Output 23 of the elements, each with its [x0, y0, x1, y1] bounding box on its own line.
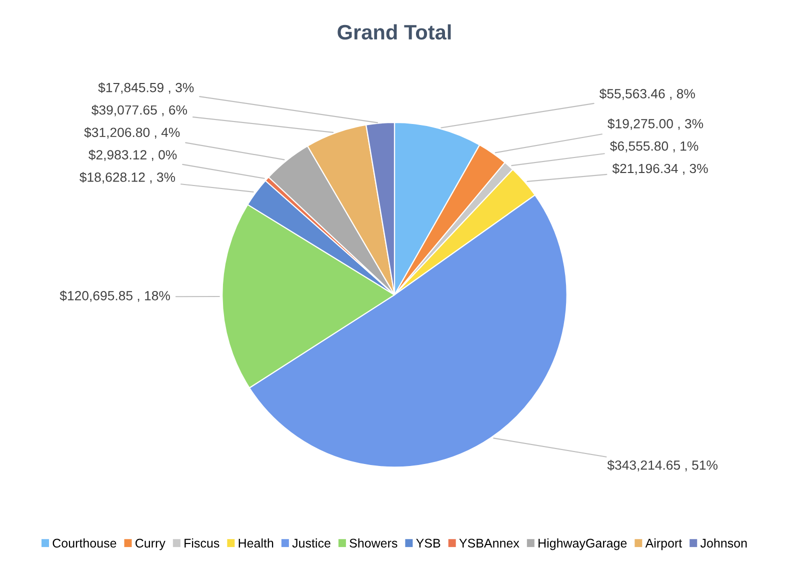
legend-label: Fiscus — [184, 538, 220, 548]
data-label: $39,077.65 , 6% — [92, 104, 188, 116]
data-label: $55,563.46 , 8% — [599, 88, 695, 100]
data-label: $120,695.85 , 18% — [60, 290, 170, 302]
data-label: $21,196.34 , 3% — [612, 163, 708, 175]
data-label: $2,983.12 , 0% — [88, 150, 177, 162]
legend-label: Showers — [350, 538, 398, 548]
legend-label: Curry — [136, 538, 166, 550]
data-label: $18,628.12 , 3% — [80, 172, 176, 184]
legend-label: Health — [238, 538, 274, 548]
legend-label: YSBAnnex — [459, 538, 520, 548]
data-label: $31,206.80 , 4% — [84, 127, 180, 139]
legend-label: YSB — [416, 538, 440, 548]
chart-title: Grand Total — [338, 24, 451, 40]
data-label: $343,214.65 , 51% — [607, 460, 718, 472]
legend-label: Justice — [292, 538, 330, 548]
legend-label: HighwayGarage — [538, 538, 627, 550]
legend-label: Johnson — [700, 538, 747, 548]
data-label: $17,845.59 , 3% — [98, 82, 194, 94]
legend-label: Airport — [645, 538, 682, 550]
data-label: $19,275.00 , 3% — [608, 118, 704, 130]
legend-label: Courthouse — [52, 538, 116, 548]
data-label: $6,555.80 , 1% — [610, 140, 698, 152]
